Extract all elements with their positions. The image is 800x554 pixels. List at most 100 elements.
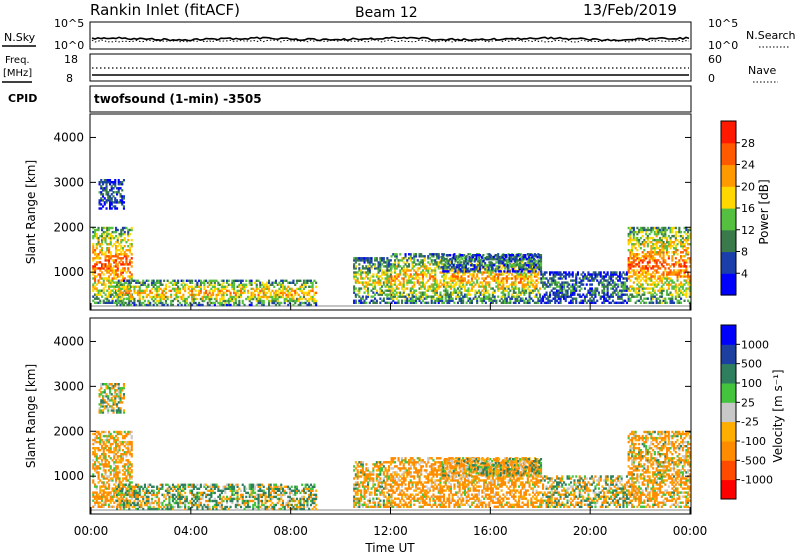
echo-cell xyxy=(120,238,123,242)
echo-cell xyxy=(210,297,213,301)
echo-cell xyxy=(445,254,448,257)
echo-cell xyxy=(313,293,316,297)
echo-cell xyxy=(442,259,445,262)
echo-cell xyxy=(124,505,127,509)
echo-cell xyxy=(507,285,510,288)
echo-cell xyxy=(97,495,100,498)
echo-cell xyxy=(248,279,251,282)
echo-cell xyxy=(116,475,119,478)
echo-cell xyxy=(643,228,646,232)
echo-cell xyxy=(671,297,674,300)
echo-cell xyxy=(645,281,648,284)
echo-cell xyxy=(653,285,656,288)
echo-cell xyxy=(143,303,146,307)
echo-cell xyxy=(131,295,134,299)
echo-cell xyxy=(653,269,656,272)
echo-cell xyxy=(392,277,395,280)
echo-cell xyxy=(522,268,525,271)
echo-cell xyxy=(124,301,127,305)
echo-cell xyxy=(99,275,102,278)
echo-cell xyxy=(606,271,609,274)
echo-cell xyxy=(94,483,97,486)
echo-cell xyxy=(688,283,691,286)
echo-cell xyxy=(208,295,211,299)
echo-cell xyxy=(632,228,635,232)
echo-cell xyxy=(122,503,125,507)
echo-cell xyxy=(554,275,557,278)
echo-cell xyxy=(462,285,465,288)
echo-cell xyxy=(687,234,690,238)
echo-cell xyxy=(469,293,472,296)
echo-cell xyxy=(117,201,120,204)
echo-cell xyxy=(401,285,404,288)
echo-cell xyxy=(594,291,597,294)
echo-cell xyxy=(274,281,277,284)
echo-cell xyxy=(203,299,206,303)
echo-cell xyxy=(421,255,424,258)
echo-cell xyxy=(652,275,655,278)
echo-cell xyxy=(418,299,421,302)
echo-cell xyxy=(430,269,433,272)
echo-cell xyxy=(287,281,290,284)
echo-cell xyxy=(448,301,451,304)
echo-cell xyxy=(531,262,534,265)
echo-cell xyxy=(276,299,279,303)
echo-cell xyxy=(133,289,136,293)
echo-cell xyxy=(434,281,437,284)
echo-cell xyxy=(486,281,489,284)
echo-cell xyxy=(521,291,524,294)
echo-cell xyxy=(425,275,428,278)
echo-cell xyxy=(627,232,630,236)
echo-cell xyxy=(117,295,120,299)
echo-cell xyxy=(610,271,613,274)
echo-cell xyxy=(652,226,655,230)
echo-cell xyxy=(94,281,97,284)
echo-cell xyxy=(290,281,293,284)
echo-cell xyxy=(361,259,364,262)
echo-cell xyxy=(292,289,295,293)
echo-cell xyxy=(127,267,130,270)
echo-cell xyxy=(613,301,616,304)
echo-cell xyxy=(122,279,125,282)
echo-cell xyxy=(631,265,634,268)
echo-cell xyxy=(449,264,452,267)
echo-cell xyxy=(102,299,105,302)
echo-cell xyxy=(377,277,380,280)
echo-cell xyxy=(281,293,284,297)
echo-cell xyxy=(470,283,473,286)
echo-cell xyxy=(655,238,658,242)
echo-cell xyxy=(104,445,107,448)
echo-cell xyxy=(108,277,111,280)
echo-cell xyxy=(101,438,104,442)
echo-cell xyxy=(353,287,356,290)
echo-cell xyxy=(128,259,131,262)
echo-cell xyxy=(384,301,387,304)
echo-cell xyxy=(643,243,646,246)
echo-cell xyxy=(125,285,128,288)
echo-cell xyxy=(106,301,109,304)
echo-cell xyxy=(374,301,377,304)
echo-cell xyxy=(116,245,119,248)
echo-cell xyxy=(627,289,630,292)
echo-cell xyxy=(388,279,391,282)
echo-cell xyxy=(685,289,688,292)
echo-cell xyxy=(532,291,535,294)
echo-cell xyxy=(603,293,606,296)
echo-cell xyxy=(92,283,95,286)
echo-cell xyxy=(449,295,452,298)
echo-cell xyxy=(101,251,104,254)
echo-cell xyxy=(497,295,500,298)
echo-cell xyxy=(264,285,267,288)
echo-cell xyxy=(401,295,404,298)
echo-cell xyxy=(638,261,641,264)
echo-cell xyxy=(120,495,123,498)
echo-cell xyxy=(125,463,128,466)
echo-cell xyxy=(315,285,318,288)
echo-cell xyxy=(492,264,495,267)
echo-cell xyxy=(413,285,416,288)
echo-cell xyxy=(453,277,456,280)
echo-cell xyxy=(474,277,477,280)
echo-cell xyxy=(432,277,435,280)
echo-cell xyxy=(580,279,583,282)
echo-cell xyxy=(368,269,371,272)
